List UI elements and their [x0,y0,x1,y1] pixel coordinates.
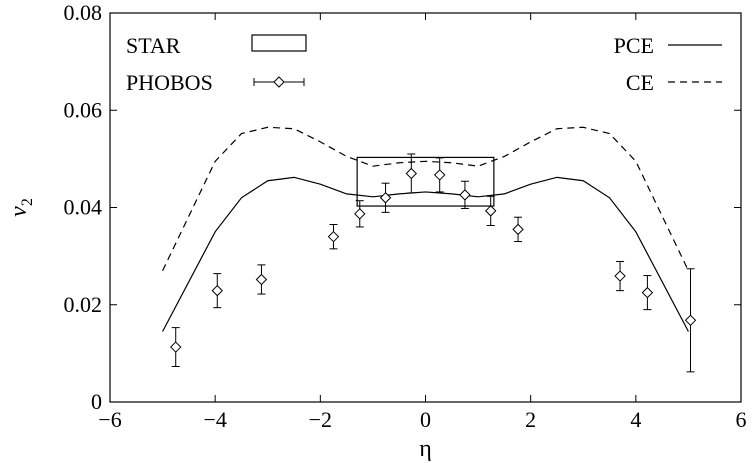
legend-symbol-phobos-point [273,76,285,88]
y-axis-label-subscript: 2 [19,198,36,206]
legend-label-pce: PCE [614,33,654,58]
y-tick-label: 0.06 [64,97,103,122]
legend-label-star: STAR [126,33,181,58]
legend-label-phobos: PHOBOS [126,70,213,95]
plot-area: −6 −4 −2 0 2 4 6 0 0.02 0.04 0.06 0.08 STAR PHOBOS PC… [64,0,747,432]
y-tick-label: 0.08 [64,0,103,25]
x-axis-label: η [419,436,432,462]
phobos-point [327,230,340,243]
phobos-point [512,223,524,236]
y-axis-label: v2 [6,198,36,217]
phobos-point [211,284,223,297]
x-tick-label: −6 [98,407,121,432]
star-box [356,156,495,207]
series-layer [162,126,697,373]
pce-line [162,176,689,332]
y-tick-label: 0.02 [64,292,103,317]
legend: STAR PHOBOS PCE CE [126,33,722,95]
series-pce [162,176,689,332]
x-tick-label: 2 [525,407,536,432]
y-tick-label: 0.04 [64,195,103,220]
phobos-point [170,341,182,353]
phobos-point [354,208,366,220]
axis-ticks: −6 −4 −2 0 2 4 6 0 0.02 0.04 0.06 0.08 [64,0,747,432]
series-ce [162,126,689,271]
y-tick-label: 0 [91,389,102,414]
series-phobos [170,153,697,373]
x-tick-label: 6 [736,407,747,432]
phobos-point [433,169,446,181]
phobos-point [255,273,268,286]
phobos-point [641,286,654,299]
series-star [356,156,495,207]
legend-label-ce: CE [626,70,654,95]
phobos-point [484,205,497,217]
phobos-point [614,270,626,282]
legend-symbol-star [251,34,307,52]
phobos-point [684,314,697,327]
x-tick-label: −2 [309,407,332,432]
phobos-point [379,192,392,204]
phobos-point [459,189,471,201]
x-tick-label: −4 [203,407,226,432]
x-tick-label: 0 [420,407,431,432]
phobos-point [405,167,418,180]
ce-line [162,126,689,271]
y-axis-label-main: v [6,206,32,217]
x-tick-label: 4 [630,407,641,432]
